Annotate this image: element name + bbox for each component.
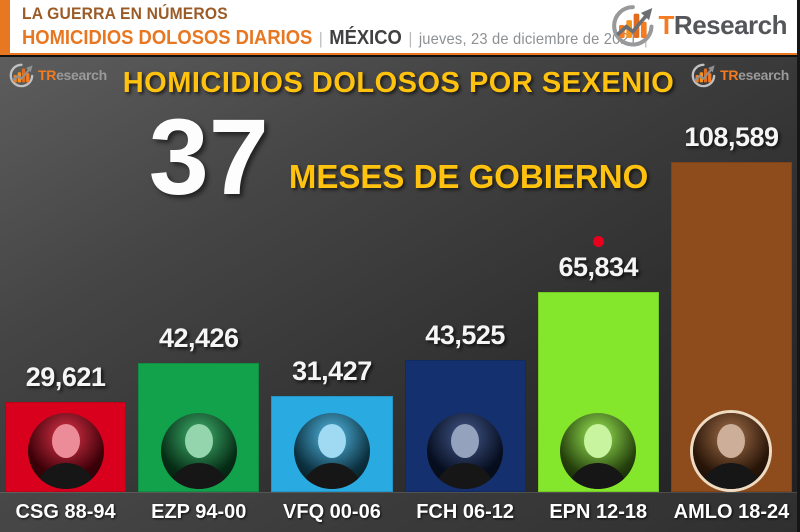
bar-category-label: FCH 06-12 bbox=[416, 501, 514, 523]
bar-value-label: 65,834 bbox=[558, 252, 639, 282]
chart-title: HOMICIDIOS DOLOSOS POR SEXENIO bbox=[122, 67, 675, 99]
highlight-dot bbox=[592, 236, 604, 247]
brand-wordmark: TResearch bbox=[720, 67, 789, 83]
tresearch-watermark-right: TResearch bbox=[688, 62, 789, 88]
bar-chart-swoosh-icon bbox=[9, 63, 34, 88]
bar-column: 42,426 bbox=[138, 323, 260, 492]
brand-wordmark: TResearch bbox=[38, 67, 107, 83]
bar-value-label: 29,621 bbox=[25, 362, 106, 392]
big-number: 37 bbox=[148, 96, 269, 217]
labels-row: CSG 88-94 EZP 94-00 VFQ 00-06 FCH 06-12 EPN … bbox=[0, 492, 797, 532]
country-label: MÉXICO bbox=[329, 27, 402, 49]
bar-category-label: AMLO 18-24 bbox=[673, 501, 790, 523]
header-subline: HOMICIDIOS DOLOSOS DIARIOS | MÉXICO | ju… bbox=[22, 27, 648, 50]
president-portrait bbox=[560, 413, 637, 489]
header-titles: LA GUERRA EN NÚMEROS HOMICIDIOS DOLOSOS … bbox=[22, 4, 648, 50]
portrait-face bbox=[317, 424, 346, 458]
accent-edge-bar bbox=[0, 0, 10, 53]
bar-chart-swoosh-icon bbox=[691, 63, 716, 88]
chart-board: TResearch TResearch HOMICIDIOS DOLOSOS P… bbox=[0, 55, 797, 532]
portrait-shoulders bbox=[301, 463, 362, 489]
portrait-face bbox=[184, 424, 213, 458]
bar-column: 43,525 bbox=[404, 320, 526, 492]
separator: | bbox=[408, 29, 413, 48]
portrait-shoulders bbox=[435, 463, 496, 489]
portrait-face bbox=[717, 424, 746, 458]
bar bbox=[404, 360, 526, 492]
bar-column: 65,834 bbox=[537, 236, 659, 492]
bar bbox=[537, 292, 659, 492]
separator: | bbox=[318, 29, 323, 48]
portrait-shoulders bbox=[168, 463, 229, 489]
portrait-face bbox=[584, 424, 613, 458]
bar bbox=[138, 363, 260, 492]
bar bbox=[670, 162, 793, 492]
header: LA GUERRA EN NÚMEROS HOMICIDIOS DOLOSOS … bbox=[0, 0, 797, 55]
president-portrait bbox=[160, 413, 237, 489]
portrait-face bbox=[51, 424, 80, 458]
bar-category-label: EZP 94-00 bbox=[151, 501, 247, 523]
president-portrait bbox=[427, 413, 504, 489]
series-title: HOMICIDIOS DOLOSOS DIARIOS bbox=[22, 27, 313, 49]
bar-column: 108,589 bbox=[670, 122, 793, 492]
big-number-caption: MESES DE GOBIERNO bbox=[288, 157, 649, 195]
bar-value-label: 108,589 bbox=[684, 122, 779, 152]
kicker-title: LA GUERRA EN NÚMEROS bbox=[22, 4, 228, 23]
bar-category-label: EPN 12-18 bbox=[549, 501, 648, 523]
president-portrait bbox=[693, 413, 770, 489]
date-label: jueves, 23 de diciembre de 2021 bbox=[418, 31, 638, 48]
bar-value-label: 43,525 bbox=[425, 320, 505, 350]
bar-category-label: VFQ 00-06 bbox=[283, 501, 381, 523]
portrait-face bbox=[451, 424, 480, 458]
brand-wordmark: TResearch bbox=[658, 9, 788, 40]
portrait-shoulders bbox=[701, 463, 762, 489]
bar-chart-swoosh-icon bbox=[611, 5, 654, 47]
bar bbox=[5, 402, 127, 492]
tresearch-watermark-left: TResearch bbox=[6, 62, 107, 88]
tresearch-logo: TResearch bbox=[606, 2, 788, 48]
portrait-shoulders bbox=[35, 463, 96, 489]
bar-column: 31,427 bbox=[271, 356, 393, 492]
president-portrait bbox=[293, 413, 370, 489]
portrait-shoulders bbox=[568, 463, 629, 489]
bar-value-label: 42,426 bbox=[158, 323, 239, 353]
bars-row: 29,621 42,426 31,427 43,525 65,834 108,589 bbox=[5, 122, 793, 492]
president-portrait bbox=[27, 413, 104, 489]
bar-column: 29,621 bbox=[5, 362, 127, 492]
bar-category-label: CSG 88-94 bbox=[15, 501, 116, 523]
bar-value-label: 31,427 bbox=[292, 356, 372, 386]
big-number-block: 37 MESES DE GOBIERNO bbox=[0, 96, 797, 217]
bar bbox=[271, 396, 393, 492]
